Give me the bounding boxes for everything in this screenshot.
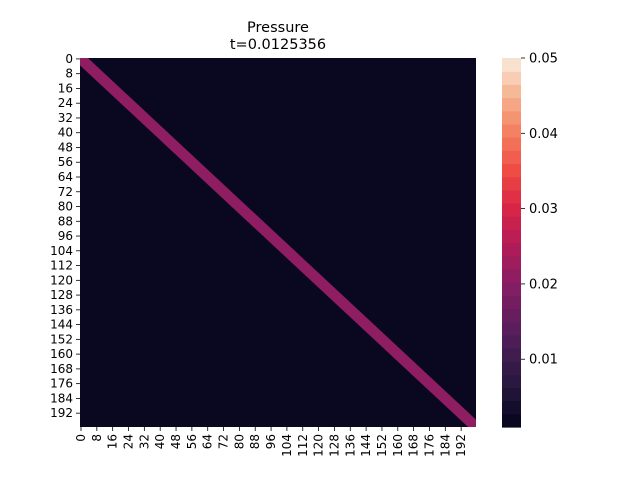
y-tick-label: 96 xyxy=(58,229,73,243)
x-tick-label: 160 xyxy=(391,434,405,457)
colorbar-segment xyxy=(502,84,521,99)
colorbar-segment xyxy=(502,242,521,257)
colorbar: 0.01 0.02 0.03 0.04 0.05 xyxy=(502,52,558,428)
y-tick-label: 16 xyxy=(58,81,73,95)
colorbar-segment xyxy=(502,255,521,270)
colorbar-segment xyxy=(502,374,521,389)
x-tick-label: 176 xyxy=(422,434,436,457)
colorbar-segment xyxy=(502,361,521,375)
x-tick-label: 120 xyxy=(312,434,326,457)
y-tick-label: 104 xyxy=(50,244,73,258)
x-tick-label: 16 xyxy=(106,434,120,449)
colorbar-tick-label: 0.04 xyxy=(529,127,558,142)
y-tick-label: 160 xyxy=(50,347,73,361)
chart-subtitle: t=0.0125356 xyxy=(230,37,326,53)
colorbar-tick-label: 0.02 xyxy=(529,277,558,292)
x-tick-label: 128 xyxy=(327,434,341,457)
y-tick-label: 168 xyxy=(50,362,73,376)
y-tick-label: 88 xyxy=(58,214,73,228)
x-tick-label: 168 xyxy=(407,434,421,457)
y-tick-label: 72 xyxy=(58,185,73,199)
colorbar-segment xyxy=(502,216,521,230)
y-tick-label: 48 xyxy=(58,140,73,154)
colorbar-segment xyxy=(502,268,521,283)
colorbar-segment xyxy=(502,347,521,362)
x-tick-label: 96 xyxy=(264,434,278,449)
x-tick-label: 136 xyxy=(343,434,357,457)
colorbar-tick-label: 0.03 xyxy=(529,202,558,217)
heatmap-diagonal-band xyxy=(80,58,476,427)
colorbar-segment xyxy=(502,229,521,244)
x-tick-label: 72 xyxy=(217,434,231,449)
y-tick-label: 56 xyxy=(58,155,73,169)
y-tick-label: 32 xyxy=(58,111,73,125)
colorbar-segment xyxy=(502,110,521,125)
chart-title: Pressure xyxy=(247,20,309,36)
x-tick-label: 48 xyxy=(169,434,183,449)
y-tick-label: 0 xyxy=(65,52,73,66)
y-tick-label: 24 xyxy=(58,96,73,110)
x-tick-label: 184 xyxy=(438,434,452,457)
y-tick-label: 40 xyxy=(58,126,73,140)
x-tick-label: 104 xyxy=(280,434,294,457)
x-tick-label: 192 xyxy=(454,434,468,457)
y-tick-label: 80 xyxy=(58,200,73,214)
y-tick-label: 128 xyxy=(50,288,73,302)
colorbar-segment xyxy=(502,137,521,151)
colorbar-segment xyxy=(502,71,521,85)
x-tick-label: 112 xyxy=(296,434,310,457)
y-tick-label: 152 xyxy=(50,332,73,346)
colorbar-segment xyxy=(502,150,521,165)
y-tick-label: 112 xyxy=(50,259,73,273)
x-tick-label: 144 xyxy=(359,434,373,457)
x-axis: 0 8 16 24 32 40 48 56 64 72 80 88 96 104 112 120 128 136 1… xyxy=(74,427,468,457)
x-tick-label: 8 xyxy=(90,434,104,442)
colorbar-tick-label: 0.05 xyxy=(529,52,558,67)
y-tick-label: 120 xyxy=(50,273,73,287)
colorbar-segment xyxy=(502,334,521,349)
x-tick-label: 56 xyxy=(185,434,199,449)
y-tick-label: 144 xyxy=(50,318,73,332)
y-tick-label: 136 xyxy=(50,303,73,317)
x-tick-label: 24 xyxy=(122,434,136,449)
colorbar-segment xyxy=(502,202,521,217)
colorbar-segment xyxy=(502,387,521,402)
y-tick-label: 8 xyxy=(65,67,73,81)
x-tick-label: 80 xyxy=(232,434,246,449)
colorbar-segment xyxy=(502,189,521,204)
x-tick-label: 32 xyxy=(137,434,151,449)
y-tick-label: 64 xyxy=(58,170,73,184)
colorbar-segment xyxy=(502,295,521,309)
x-tick-label: 88 xyxy=(248,434,262,449)
y-tick-label: 192 xyxy=(50,406,73,420)
y-tick-label: 184 xyxy=(50,391,73,405)
x-tick-label: 152 xyxy=(375,434,389,457)
x-tick-label: 0 xyxy=(74,434,88,442)
colorbar-segment xyxy=(502,58,521,72)
colorbar-segment xyxy=(502,282,521,296)
x-tick-label: 64 xyxy=(201,434,215,449)
colorbar-segment xyxy=(502,321,521,336)
colorbar-segment xyxy=(502,97,521,112)
heatmap-plot xyxy=(80,58,476,427)
x-tick-label: 40 xyxy=(153,434,167,449)
colorbar-segment xyxy=(502,400,521,415)
colorbar-segment xyxy=(502,176,521,191)
colorbar-tick-label: 0.01 xyxy=(529,353,558,368)
y-tick-label: 176 xyxy=(50,377,73,391)
colorbar-segment xyxy=(502,308,521,323)
y-axis: 0816243240485664728088961041121201281361… xyxy=(50,52,80,420)
colorbar-segment xyxy=(502,123,521,138)
colorbar-segment xyxy=(502,413,521,428)
colorbar-segment xyxy=(502,163,521,178)
